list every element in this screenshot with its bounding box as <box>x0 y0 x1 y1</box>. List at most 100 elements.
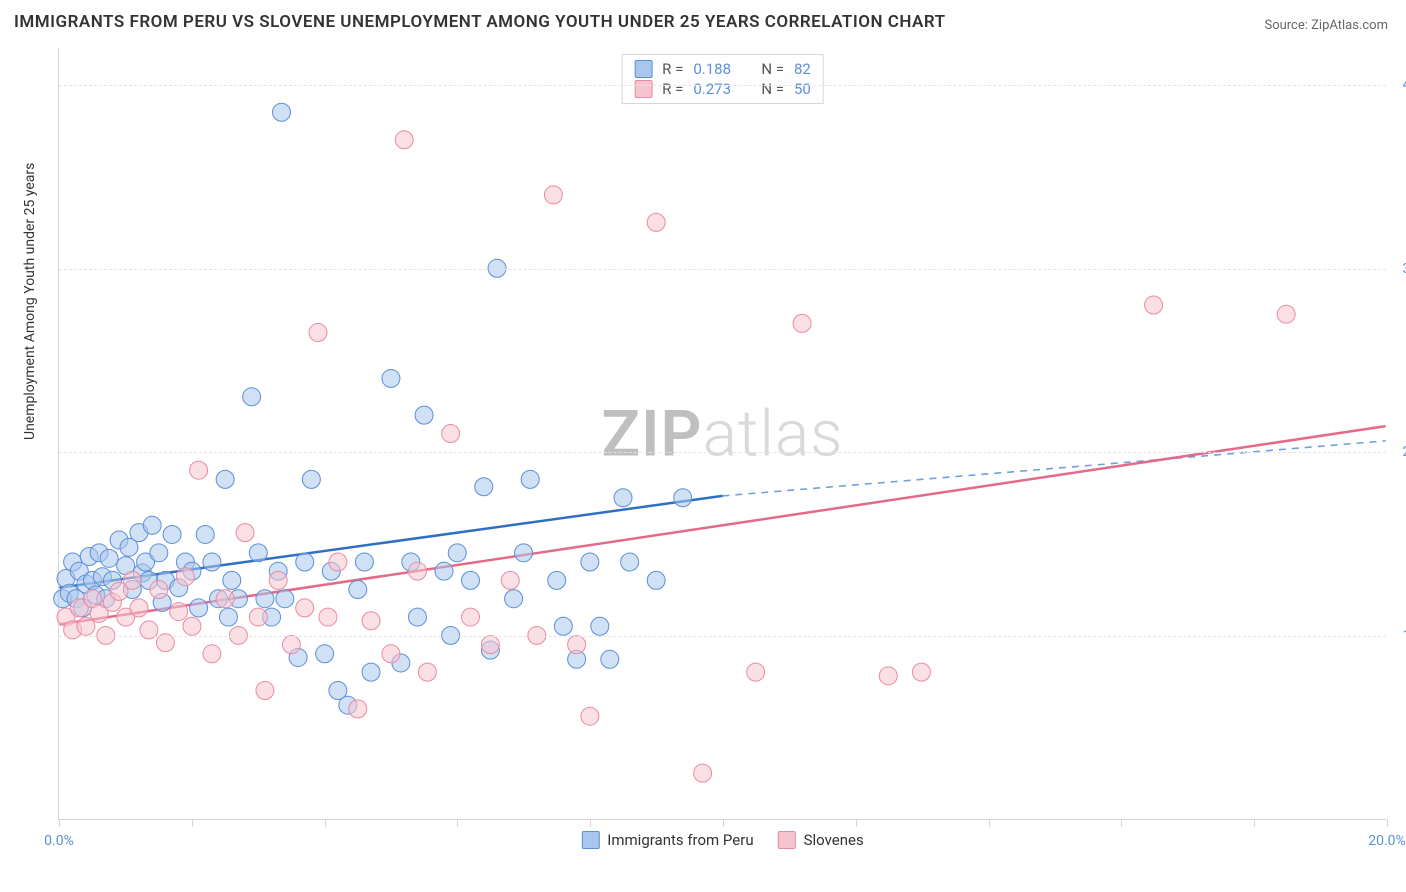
chart-title: IMMIGRANTS FROM PERU VS SLOVENE UNEMPLOY… <box>14 12 946 32</box>
legend-n-value: 82 <box>794 60 811 78</box>
x-tick-mark <box>1121 819 1122 827</box>
data-point <box>249 608 267 626</box>
data-point <box>183 617 201 635</box>
data-point <box>418 663 436 681</box>
x-tick-mark <box>325 819 326 827</box>
data-point <box>912 663 930 681</box>
data-point <box>501 571 519 589</box>
x-tick-mark <box>590 819 591 827</box>
legend-stats-row: R = 0.273 N = 50 <box>634 79 811 99</box>
x-tick-mark <box>192 819 193 827</box>
chart-container: IMMIGRANTS FROM PERU VS SLOVENE UNEMPLOY… <box>0 0 1406 892</box>
data-point <box>1277 305 1295 323</box>
data-point <box>163 525 181 543</box>
data-point <box>276 590 294 608</box>
data-point <box>216 590 234 608</box>
data-point <box>505 590 523 608</box>
scatter-points-layer <box>59 48 1386 819</box>
source-attribution: Source: ZipAtlas.com <box>1264 18 1388 33</box>
data-point <box>100 549 118 567</box>
data-point <box>223 571 241 589</box>
data-point <box>462 608 480 626</box>
data-point <box>256 682 274 700</box>
data-point <box>475 478 493 496</box>
gridline <box>59 452 1386 453</box>
data-point <box>581 553 599 571</box>
data-point <box>355 553 373 571</box>
data-point <box>415 406 433 424</box>
data-point <box>319 608 337 626</box>
plot-area: ZIPatlas R = 0.188 N = 82 R = 0.273 N = … <box>58 48 1386 820</box>
data-point <box>170 603 188 621</box>
data-point <box>694 764 712 782</box>
legend-series-label: Slovenes <box>804 831 864 849</box>
data-point <box>481 636 499 654</box>
data-point <box>382 645 400 663</box>
data-point <box>203 645 221 663</box>
data-point <box>408 562 426 580</box>
data-point <box>123 571 141 589</box>
legend-stats-row: R = 0.188 N = 82 <box>634 59 811 79</box>
data-point <box>1145 296 1163 314</box>
data-point <box>462 571 480 589</box>
legend-r-value: 0.188 <box>693 60 745 78</box>
legend-n-label: N = <box>761 60 784 78</box>
data-point <box>448 544 466 562</box>
x-tick-mark <box>59 819 60 827</box>
data-point <box>581 707 599 725</box>
data-point <box>647 213 665 231</box>
data-point <box>309 324 327 342</box>
legend-n-label: N = <box>761 80 784 98</box>
legend-series-item: Immigrants from Peru <box>581 831 753 849</box>
data-point <box>150 544 168 562</box>
data-point <box>395 131 413 149</box>
data-point <box>329 553 347 571</box>
data-point <box>793 314 811 332</box>
y-axis-label: Unemployment Among Youth under 25 years <box>22 163 38 440</box>
data-point <box>408 608 426 626</box>
data-point <box>647 571 665 589</box>
data-point <box>130 599 148 617</box>
gridline <box>59 636 1386 637</box>
data-point <box>591 617 609 635</box>
legend-stats: R = 0.188 N = 82 R = 0.273 N = 50 <box>621 54 824 104</box>
data-point <box>614 489 632 507</box>
y-tick-label: 30.0% <box>1402 261 1406 277</box>
x-tick-mark <box>989 819 990 827</box>
data-point <box>150 581 168 599</box>
data-point <box>243 388 261 406</box>
data-point <box>879 667 897 685</box>
legend-r-label: R = <box>662 80 683 98</box>
data-point <box>143 516 161 534</box>
data-point <box>621 553 639 571</box>
data-point <box>554 617 572 635</box>
data-point <box>219 608 237 626</box>
data-point <box>362 663 380 681</box>
data-point <box>249 544 267 562</box>
x-tick-mark <box>1387 819 1388 827</box>
data-point <box>216 470 234 488</box>
legend-swatch <box>634 60 652 78</box>
legend-swatch <box>634 80 652 98</box>
gridline <box>59 85 1386 86</box>
legend-n-value: 50 <box>794 80 811 98</box>
legend-series-label: Immigrants from Peru <box>607 831 753 849</box>
data-point <box>435 562 453 580</box>
data-point <box>544 186 562 204</box>
data-point <box>190 599 208 617</box>
data-point <box>521 470 539 488</box>
legend-swatch <box>778 831 796 849</box>
legend-swatch <box>581 831 599 849</box>
x-tick-mark <box>723 819 724 827</box>
data-point <box>296 553 314 571</box>
x-tick-mark <box>856 819 857 827</box>
gridline <box>59 269 1386 270</box>
data-point <box>349 581 367 599</box>
data-point <box>747 663 765 681</box>
data-point <box>296 599 314 617</box>
data-point <box>273 103 291 121</box>
legend-series: Immigrants from Peru Slovenes <box>581 831 863 849</box>
data-point <box>382 369 400 387</box>
data-point <box>256 590 274 608</box>
x-tick-mark <box>457 819 458 827</box>
